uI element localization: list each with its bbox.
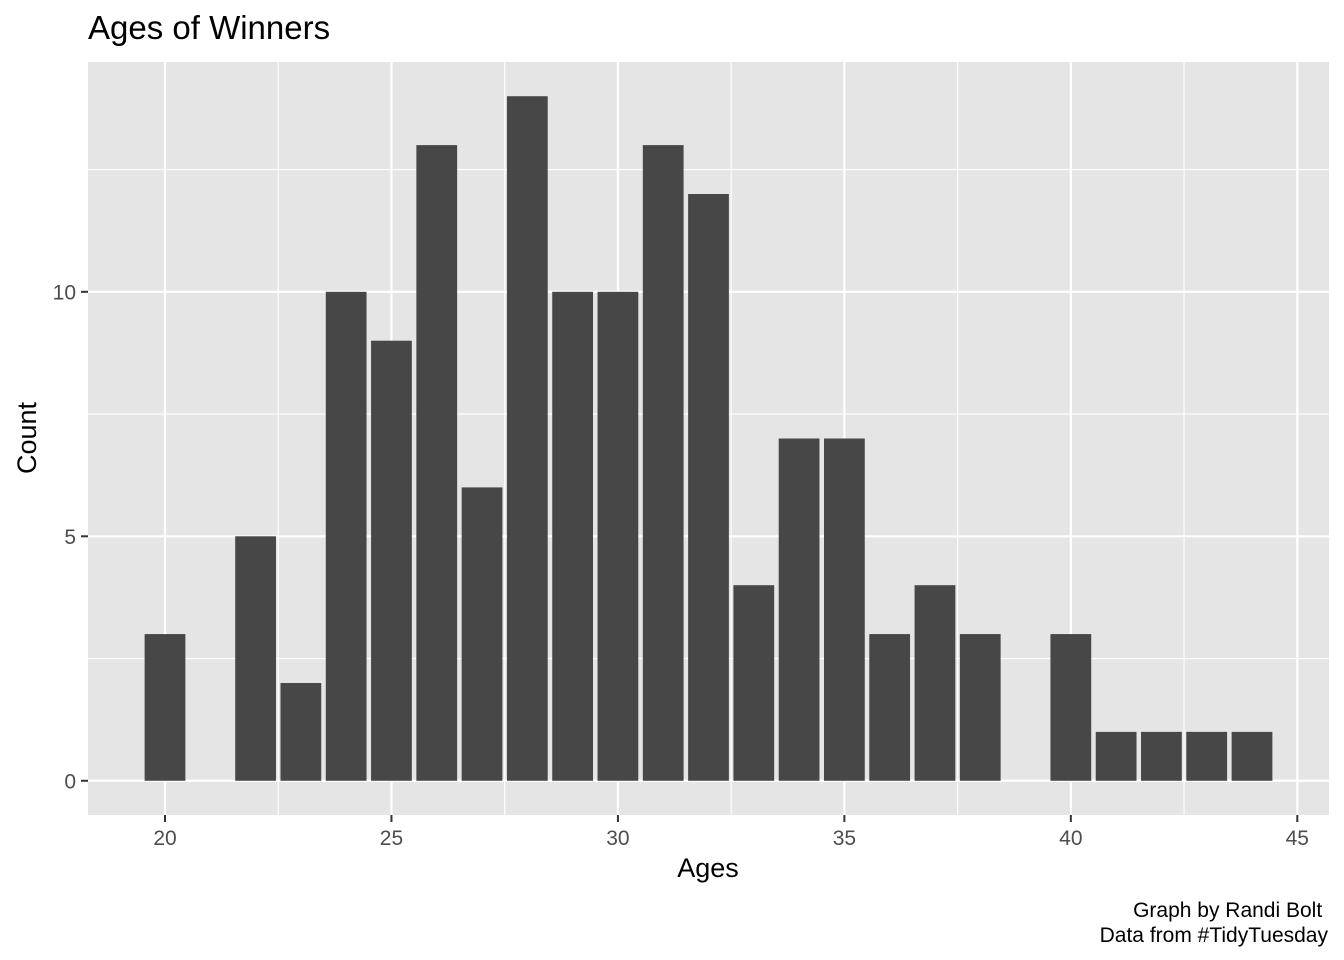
bar [280, 682, 322, 781]
x-tick-label: 20 [153, 827, 176, 850]
caption-source: Data from #TidyTuesday [1100, 924, 1329, 947]
bar [325, 291, 367, 781]
x-tick-label: 25 [380, 827, 403, 850]
bar [1231, 731, 1273, 781]
bar [1141, 731, 1182, 781]
y-tick-label: 10 [53, 281, 76, 304]
bar [461, 487, 503, 781]
y-tick-label: 0 [64, 770, 76, 793]
axis-ticks [81, 290, 1299, 822]
x-axis-title: Ages [677, 853, 739, 883]
bar [778, 438, 820, 781]
x-tick-label: 35 [833, 827, 856, 850]
y-axis-title: Count [12, 401, 42, 474]
bar [506, 96, 548, 781]
chart-title: Ages of Winners [88, 9, 330, 46]
bar [144, 634, 186, 781]
bar [1050, 634, 1092, 781]
bars [144, 96, 1273, 781]
bar [869, 634, 911, 781]
bar [1186, 731, 1228, 781]
bar [235, 536, 276, 781]
bar [642, 145, 684, 781]
bar [371, 340, 412, 781]
y-tick-label: 5 [64, 526, 76, 549]
bar [552, 291, 594, 781]
bar [688, 194, 729, 781]
bar [914, 585, 956, 781]
x-tick-label: 30 [606, 827, 629, 850]
bar [733, 585, 775, 781]
bar [1095, 731, 1137, 781]
bar [959, 634, 1001, 781]
bar [597, 291, 639, 781]
tick-labels: 20 25 30 35 40 45 0 5 10 [53, 281, 1309, 850]
bar [416, 145, 458, 781]
caption-credit: Graph by Randi Bolt [1133, 899, 1328, 922]
x-tick-label: 45 [1286, 827, 1309, 850]
bar [823, 438, 865, 781]
x-tick-label: 40 [1059, 827, 1082, 850]
